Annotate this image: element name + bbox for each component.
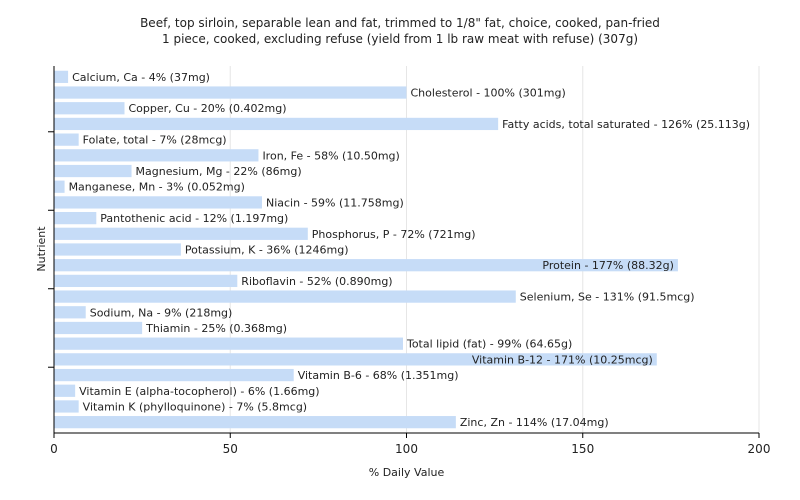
x-tick-label: 150 <box>571 442 594 456</box>
bar-label: Riboflavin - 52% (0.890mg) <box>241 275 392 288</box>
bar-label: Protein - 177% (88.32g) <box>542 259 674 272</box>
bar <box>54 321 143 335</box>
bar-label: Manganese, Mn - 3% (0.052mg) <box>69 181 245 194</box>
bar-label: Vitamin B-6 - 68% (1.351mg) <box>298 369 459 382</box>
bar <box>54 274 238 288</box>
bar-label: Calcium, Ca - 4% (37mg) <box>72 71 210 84</box>
bar <box>54 368 294 382</box>
x-tick-label: 0 <box>50 442 58 456</box>
bar-label: Zinc, Zn - 114% (17.04mg) <box>460 416 609 429</box>
bar-label: Niacin - 59% (11.758mg) <box>266 196 404 209</box>
bar <box>54 353 657 366</box>
bar-label: Iron, Fe - 58% (10.50mg) <box>262 149 399 162</box>
bar-label: Vitamin K (phylloquinone) - 7% (5.8mcg) <box>83 400 307 413</box>
bar-label: Total lipid (fat) - 99% (64.65g) <box>406 338 572 351</box>
bar <box>54 196 262 209</box>
bar <box>54 337 403 350</box>
x-axis-title: % Daily Value <box>369 466 445 479</box>
bar <box>54 227 308 240</box>
chart-subtitle: 1 piece, cooked, excluding refuse (yield… <box>162 32 638 46</box>
bar <box>54 149 259 162</box>
bar <box>54 86 407 99</box>
x-tick-label: 50 <box>223 442 238 456</box>
bar <box>54 243 181 256</box>
bar-label: Fatty acids, total saturated - 126% (25.… <box>502 118 750 131</box>
bar-label: Potassium, K - 36% (1246mg) <box>185 244 349 257</box>
bar <box>54 400 79 413</box>
bar <box>54 133 79 146</box>
bar-label: Thiamin - 25% (0.368mg) <box>145 322 287 335</box>
bar-label: Pantothenic acid - 12% (1.197mg) <box>100 212 288 225</box>
bar-label: Magnesium, Mg - 22% (86mg) <box>136 165 302 178</box>
x-tick-label: 100 <box>395 442 418 456</box>
x-tick-label: 200 <box>748 442 771 456</box>
bar <box>54 102 125 115</box>
bar-label: Vitamin E (alpha-tocopherol) - 6% (1.66m… <box>79 385 319 398</box>
bar-label: Copper, Cu - 20% (0.402mg) <box>129 102 287 115</box>
chart-title: Beef, top sirloin, separable lean and fa… <box>140 16 660 30</box>
bar-label: Phosphorus, P - 72% (721mg) <box>312 228 476 241</box>
bar-label: Cholesterol - 100% (301mg) <box>411 87 566 100</box>
bar <box>54 211 97 225</box>
bar-label: Selenium, Se - 131% (91.5mcg) <box>520 291 695 304</box>
bar <box>54 164 132 178</box>
bar <box>54 384 76 397</box>
bar-label: Folate, total - 7% (28mcg) <box>83 134 227 147</box>
bar-label: Sodium, Na - 9% (218mg) <box>90 306 233 319</box>
bar <box>54 306 86 319</box>
bar <box>54 70 69 83</box>
bar <box>54 416 456 429</box>
bar <box>54 290 516 303</box>
bar <box>54 259 678 272</box>
y-axis-title: Nutrient <box>35 226 48 272</box>
bar <box>54 180 65 193</box>
bar-label: Vitamin B-12 - 171% (10.25mcg) <box>472 353 653 366</box>
bar <box>54 117 499 131</box>
